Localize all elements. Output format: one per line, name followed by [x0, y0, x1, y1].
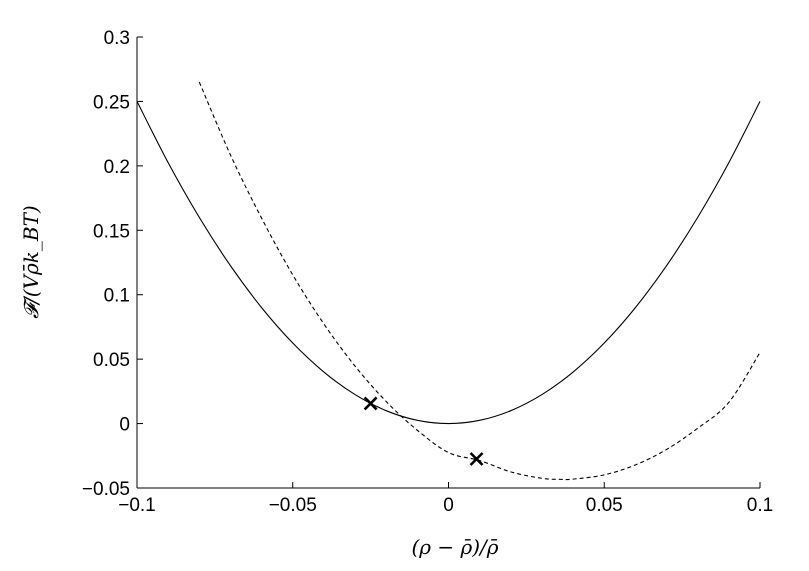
x-tick-label: 0.05 [586, 495, 623, 516]
x-axis-title: (ρ − ρ̄)/ρ̄ [411, 535, 498, 559]
plot-lines [136, 81, 761, 481]
y-tick-label: 0.05 [93, 350, 130, 371]
x-tick-label: 0 [443, 495, 454, 516]
y-tick-label: 0 [119, 415, 130, 436]
series-line-dashed [198, 81, 761, 481]
y-tick-label: 0.2 [104, 157, 130, 178]
y-tick-label: 0.1 [104, 286, 130, 307]
y-axis-title: 𝓕/(Vρ̄k_BT) [19, 205, 43, 318]
x-tick-label: −0.1 [118, 495, 156, 516]
y-tick-label: 0.25 [93, 92, 130, 113]
series-line-solid [136, 101, 761, 425]
axes [136, 37, 760, 489]
y-tick-label: −0.05 [82, 479, 130, 500]
cross-marker [469, 452, 484, 466]
y-tick-label: 0.3 [104, 28, 130, 49]
x-tick-label: 0.1 [747, 495, 773, 516]
markers [363, 396, 484, 466]
y-ticks: −0.05 0 0.05 0.1 0.15 0.2 0.25 0.3 [82, 28, 143, 500]
y-tick-label: 0.15 [93, 221, 130, 242]
x-tick-label: −0.05 [269, 495, 317, 516]
x-ticks: −0.1 −0.05 0 0.05 0.1 [118, 482, 773, 516]
cross-marker [363, 396, 378, 411]
